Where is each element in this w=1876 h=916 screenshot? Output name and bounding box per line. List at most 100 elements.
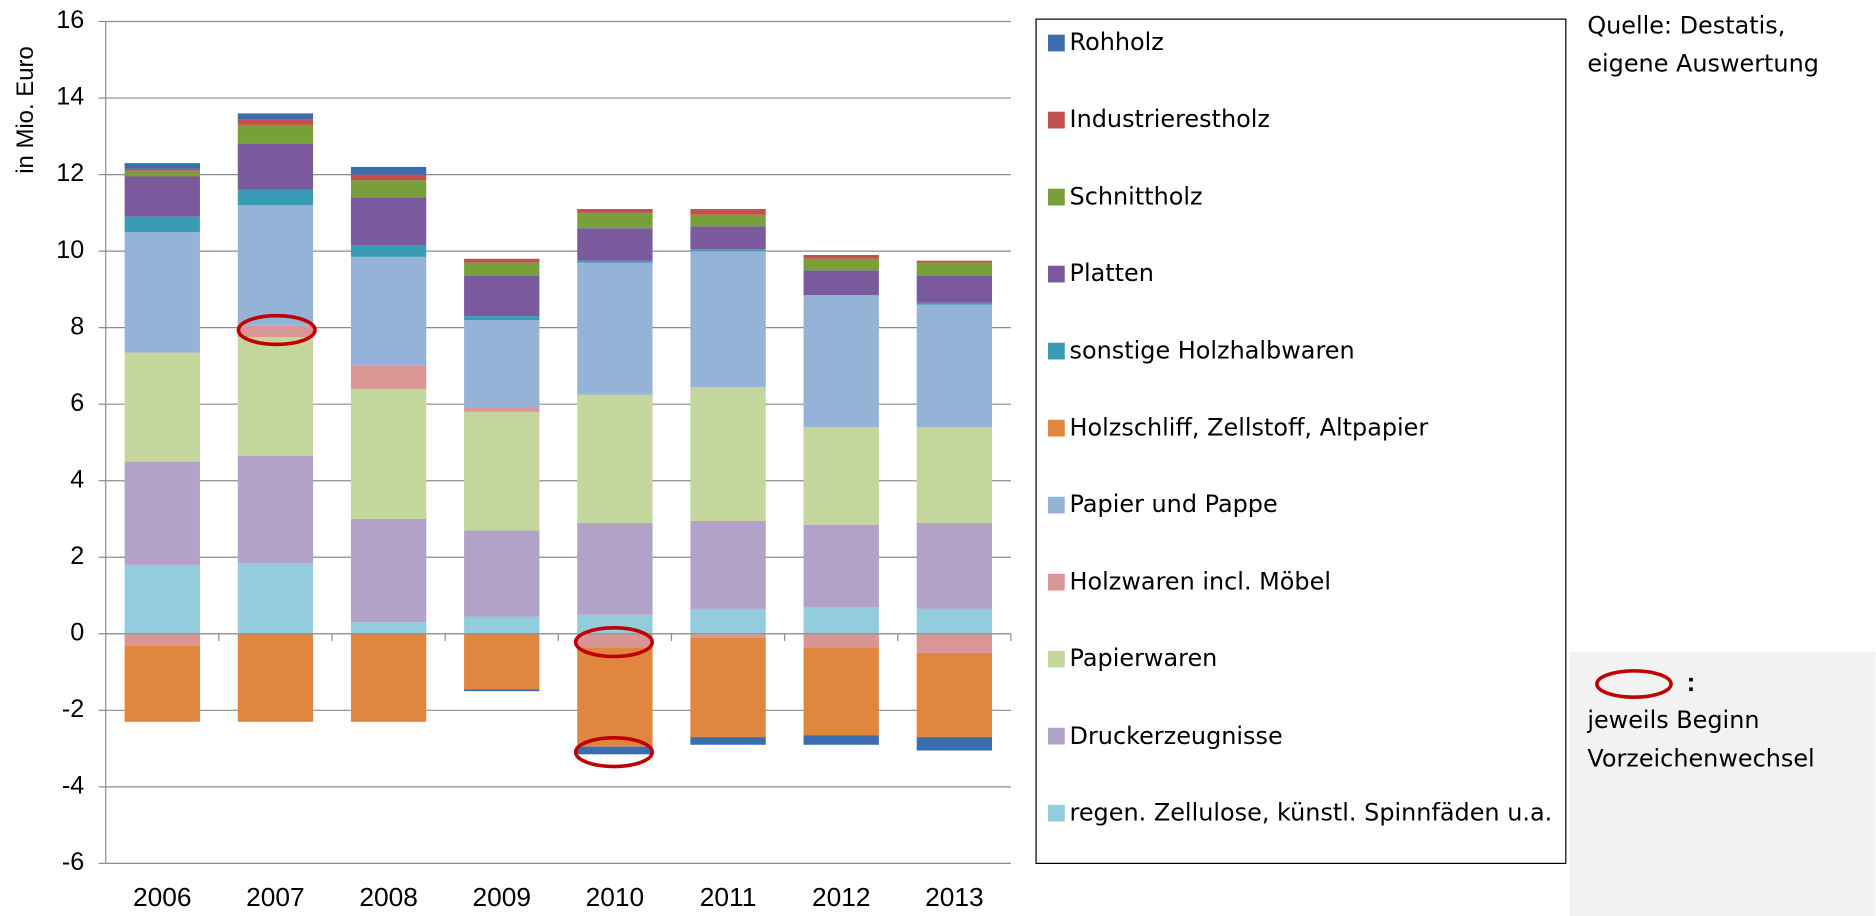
- legend-label-box: regen. Zellulose, künstl. Spinnfäden u.a…: [1069, 797, 1553, 827]
- bar-segment: [464, 262, 540, 276]
- bar-segment: [577, 647, 653, 747]
- bar-segment: [124, 176, 200, 217]
- bar-segment: [690, 637, 766, 738]
- bar-segment: [237, 325, 314, 338]
- bar-segment: [237, 337, 314, 456]
- x-tick-label: 2012: [812, 882, 871, 912]
- legend-label: Papierwaren: [1069, 643, 1218, 673]
- bar-segment: [464, 320, 540, 409]
- bar-segment: [916, 633, 993, 653]
- source-text: Quelle: Destatis,: [1587, 11, 1785, 39]
- legend-label-box: Schnittholz: [1069, 181, 1203, 211]
- legend-label-box: Holzwaren incl. Möbel: [1069, 566, 1331, 596]
- bar-segment: [577, 394, 653, 523]
- bar-segment: [237, 143, 314, 190]
- y-tick-label: 12: [56, 159, 84, 187]
- y-tick-label: -2: [62, 695, 84, 723]
- legend-label: Druckerzeugnisse: [1069, 720, 1283, 750]
- bar-segment: [464, 408, 540, 412]
- bar-segment: [124, 168, 200, 171]
- bar-segment: [124, 216, 200, 232]
- bar-segment: [690, 737, 766, 745]
- legend-label-box: Druckerzeugnisse: [1069, 720, 1283, 750]
- bar-segment: [916, 427, 993, 523]
- legend-label-box: Holzschliff, Zellstoff, Altpapier: [1070, 413, 1429, 442]
- bar-segment: [577, 746, 653, 755]
- bar-segment: [350, 365, 427, 389]
- bar-segment: [916, 302, 993, 305]
- y-tick-label: 2: [70, 542, 84, 570]
- legend-label: regen. Zellulose, künstl. Spinnfäden u.a…: [1069, 797, 1553, 827]
- bar-segment: [803, 633, 879, 648]
- bar-segment: [464, 530, 540, 617]
- bar-segment: [350, 256, 427, 366]
- x-tick-label: 2013: [925, 882, 984, 912]
- bar-segment: [690, 209, 766, 215]
- bar-segment: [237, 189, 314, 206]
- plot-area: -6 -4 -2 0 2 4 6 8 10 12 14 16 2006 2007 2008 2009 2010 2…: [56, 6, 1012, 912]
- y-tick-label: 0: [70, 618, 84, 646]
- bar-segment: [577, 209, 653, 213]
- y-tick-label: 16: [56, 6, 84, 34]
- bar-segment: [916, 260, 993, 263]
- legend: regen. Zellulose, künstl. Spinnfäden u.a…: [1048, 27, 1553, 827]
- legend-label-box: Industrierestholz: [1070, 105, 1270, 134]
- bar-segment: [803, 524, 879, 607]
- bar-segment: [464, 258, 540, 263]
- legend-label: Papier und Pappe: [1069, 489, 1278, 519]
- bar-segment: [237, 113, 314, 120]
- bar-segment: [803, 254, 879, 259]
- bar-segment: [803, 258, 879, 271]
- legend-label-box: Platten: [1069, 258, 1154, 288]
- legend-label: Schnittholz: [1069, 181, 1203, 211]
- bar-segment: [803, 735, 879, 745]
- x-tick-label: 2010: [586, 882, 645, 912]
- bar-segment: [916, 652, 993, 738]
- legend-label-box: sonstige Holzhalbwaren: [1069, 335, 1355, 365]
- y-axis-title: in Mio. Euro: [12, 46, 39, 174]
- sign-change-ellipse: [573, 626, 654, 659]
- annotations: [236, 313, 654, 769]
- legend-swatch: [1048, 34, 1065, 52]
- bar-segment: [803, 647, 879, 736]
- x-tick-label: 2011: [700, 882, 757, 912]
- bar-segment: [350, 174, 427, 181]
- bar-segment: [237, 633, 314, 722]
- bar-segment: [577, 212, 653, 229]
- y-tick-label: 8: [70, 312, 84, 340]
- bar-segment: [350, 518, 427, 623]
- bar-segment: [237, 205, 314, 326]
- bar-segment: [690, 386, 766, 521]
- bar-segment: [350, 633, 427, 722]
- legend-label: sonstige Holzhalbwaren: [1069, 335, 1355, 365]
- legend-swatch: [1048, 573, 1065, 591]
- y-tick-label: 14: [56, 83, 84, 111]
- bar-segment: [690, 608, 766, 634]
- legend-label: Holzwaren incl. Möbel: [1069, 566, 1331, 596]
- bar-segment: [350, 180, 427, 198]
- bar-segment: [124, 461, 200, 565]
- note-text: jeweils Beginn: [1586, 706, 1759, 734]
- bar-segment: [350, 166, 427, 175]
- legend-ellipse: [1595, 669, 1673, 699]
- bar-segment: [916, 608, 993, 634]
- legend-label: Platten: [1069, 258, 1154, 288]
- bar-segment: [803, 270, 879, 296]
- bar-segment: [916, 737, 993, 751]
- bar-segment: [690, 251, 766, 387]
- bar-segment: [350, 622, 427, 634]
- bar-segment: [464, 633, 540, 690]
- bar-segment: [690, 214, 766, 227]
- bar-segment: [577, 633, 653, 648]
- legend-swatch: [1048, 804, 1065, 822]
- bar-segment: [916, 304, 993, 428]
- background-panel: [1569, 651, 1876, 916]
- legend-swatch: [1048, 342, 1065, 360]
- bar-segment: [124, 564, 200, 634]
- x-tick-label: 2009: [472, 882, 531, 912]
- sign-change-ellipse: [573, 736, 654, 769]
- legend-swatch: [1048, 111, 1065, 129]
- legend-label: Rohholz: [1069, 27, 1164, 57]
- bar-segment: [690, 520, 766, 609]
